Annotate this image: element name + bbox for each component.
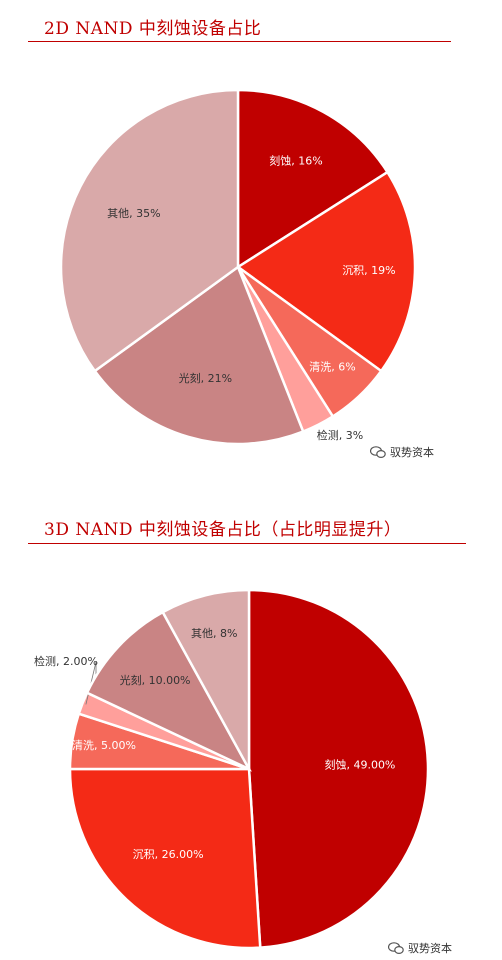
pie-chart-2d-nand: 刻蚀, 16% 沉积, 19% 清洗, 6% 检测, 3% 光刻, 21% 其他, 35% <box>59 88 417 446</box>
pie-slice <box>161 588 251 770</box>
chart1-watermark: 驭势资本 <box>370 444 434 460</box>
pie-slice <box>93 265 305 446</box>
slice-label: 检测, 2.00% <box>34 654 98 668</box>
chart1-title-rule <box>28 41 451 42</box>
slice-label: 检测, 3% <box>317 428 363 442</box>
slice-label: 其他, 8% <box>191 627 237 640</box>
chart2-title: 3D NAND 中刻蚀设备占比（占比明显提升） <box>44 520 402 540</box>
pie-slice <box>59 88 240 373</box>
chart2-title-rule <box>28 543 466 544</box>
slice-label: 沉积, 19% <box>342 264 395 277</box>
chart1-title: 2D NAND 中刻蚀设备占比 <box>44 19 262 39</box>
wechat-icon <box>388 942 404 954</box>
pie-slice <box>235 170 417 373</box>
slice-label: 刻蚀, 49.00% <box>324 758 395 772</box>
pie-slice <box>236 88 390 270</box>
chart2-watermark: 驭势资本 <box>388 940 452 956</box>
watermark-text: 驭势资本 <box>390 446 434 459</box>
slice-label: 光刻, 21% <box>179 371 232 385</box>
watermark-text: 驭势资本 <box>408 942 452 955</box>
pie-slice <box>85 610 252 772</box>
slice-label: 清洗, 6% <box>309 361 355 374</box>
slice-label: 刻蚀, 16% <box>269 154 322 168</box>
slice-label: 清洗, 5.00% <box>72 739 136 752</box>
slice-label: 其他, 35% <box>107 207 160 220</box>
pie-slice <box>247 588 430 949</box>
pie-chart-3d-nand: 刻蚀, 49.00% 沉积, 26.00% 清洗, 5.00% 检测, 2.00% 光刻… <box>34 588 430 950</box>
wechat-icon <box>370 446 386 458</box>
pie-slice <box>68 767 262 950</box>
slice-label: 光刻, 10.00% <box>120 673 191 687</box>
slice-label: 沉积, 26.00% <box>133 848 204 861</box>
